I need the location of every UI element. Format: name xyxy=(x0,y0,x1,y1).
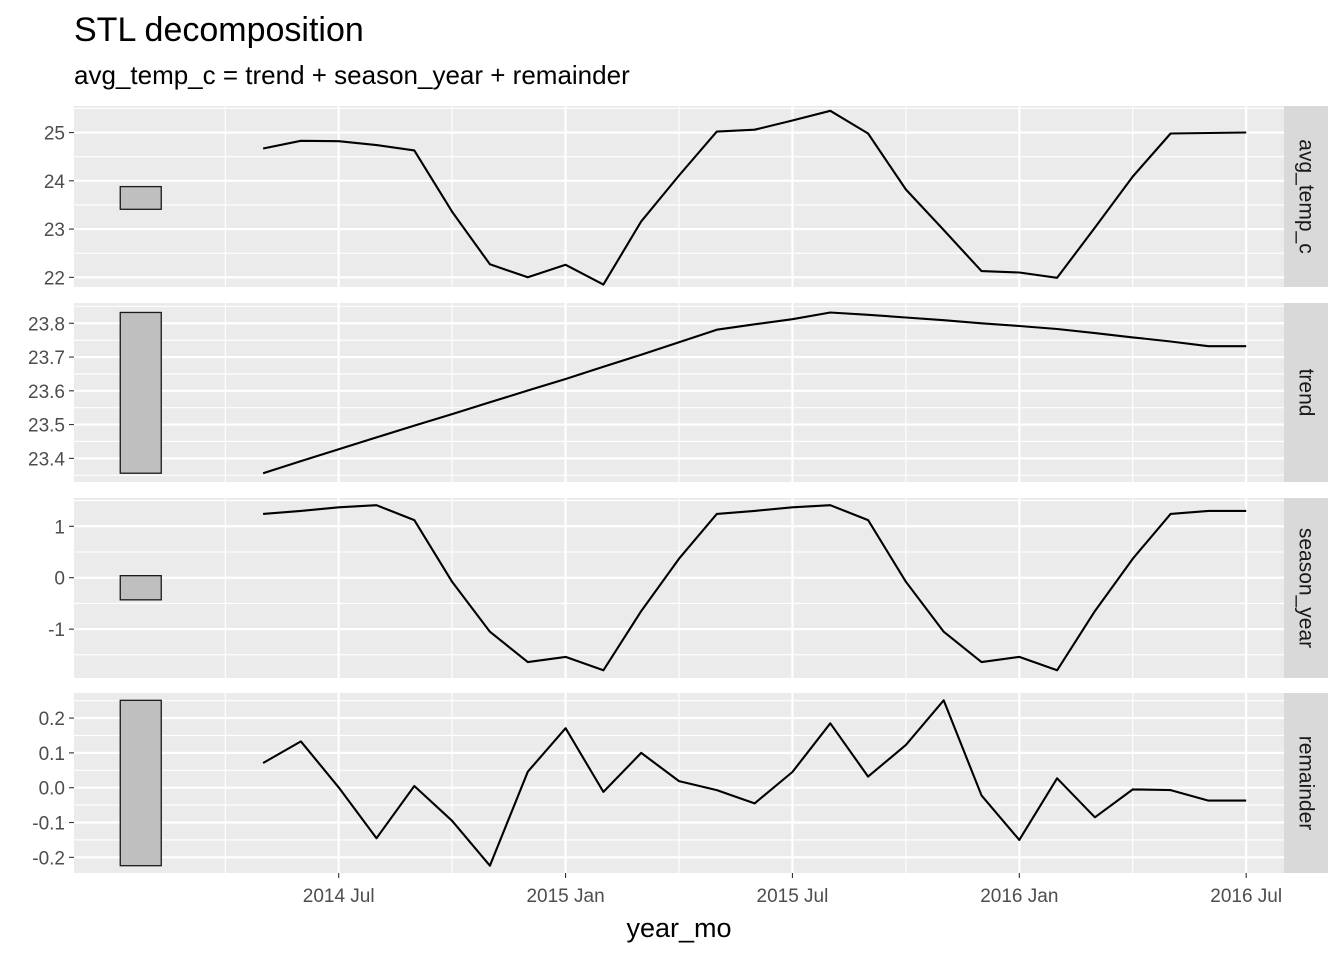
y-tick-label-season-year: 0 xyxy=(54,569,65,590)
x-tick-label: 2015 Jul xyxy=(757,886,829,907)
x-tick-label: 2016 Jan xyxy=(980,886,1058,907)
y-tick-label-remainder: -0.2 xyxy=(32,848,65,869)
scale-bar-avg-temp-c xyxy=(119,185,162,210)
x-tick-label: 2015 Jan xyxy=(526,886,604,907)
facet-label-season-year: season_year xyxy=(1295,528,1318,648)
x-axis-title: year_mo xyxy=(626,913,732,943)
series-line-remainder xyxy=(262,699,1247,867)
facet-label-remainder: remainder xyxy=(1295,736,1318,831)
y-tick-label-remainder: 0.0 xyxy=(39,779,65,800)
y-tick-label-avg-temp-c: 22 xyxy=(44,268,65,289)
y-tick-label-trend: 23.8 xyxy=(28,314,65,335)
facet-label-trend: trend xyxy=(1295,369,1318,417)
series-line-avg-temp-c xyxy=(262,109,1247,286)
x-tick-label: 2016 Jul xyxy=(1210,886,1282,907)
facet-strip-remainder xyxy=(1284,693,1328,873)
facet-strip-trend xyxy=(1284,303,1328,482)
y-tick-label-trend: 23.7 xyxy=(28,348,65,369)
y-tick-label-avg-temp-c: 25 xyxy=(44,124,65,145)
y-tick-label-trend: 23.6 xyxy=(28,382,65,403)
y-tick-label-trend: 23.4 xyxy=(28,449,65,470)
facet-strip-avg-temp-c xyxy=(1284,106,1328,287)
scale-bar-remainder xyxy=(119,699,162,867)
scale-bar-season-year xyxy=(119,575,162,601)
chart-subtitle: avg_temp_c = trend + season_year + remai… xyxy=(74,60,630,90)
y-tick-label-remainder: 0.1 xyxy=(39,744,65,765)
series-line-trend xyxy=(262,311,1247,475)
y-tick-label-avg-temp-c: 24 xyxy=(44,172,66,193)
y-tick-label-remainder: 0.2 xyxy=(39,709,65,730)
facet-label-avg-temp-c: avg_temp_c xyxy=(1295,139,1318,253)
y-tick-label-avg-temp-c: 23 xyxy=(44,220,65,241)
y-tick-label-season-year: 1 xyxy=(54,517,65,538)
chart-title: STL decomposition xyxy=(74,11,364,49)
x-tick-label: 2014 Jul xyxy=(303,886,375,907)
y-tick-label-remainder: -0.1 xyxy=(32,814,65,835)
series-line-season-year xyxy=(263,504,1247,672)
scale-bar-trend xyxy=(119,311,162,474)
facet-strip-season-year xyxy=(1284,498,1328,678)
y-tick-label-season-year: -1 xyxy=(48,620,65,641)
y-tick-label-trend: 23.5 xyxy=(28,416,65,437)
